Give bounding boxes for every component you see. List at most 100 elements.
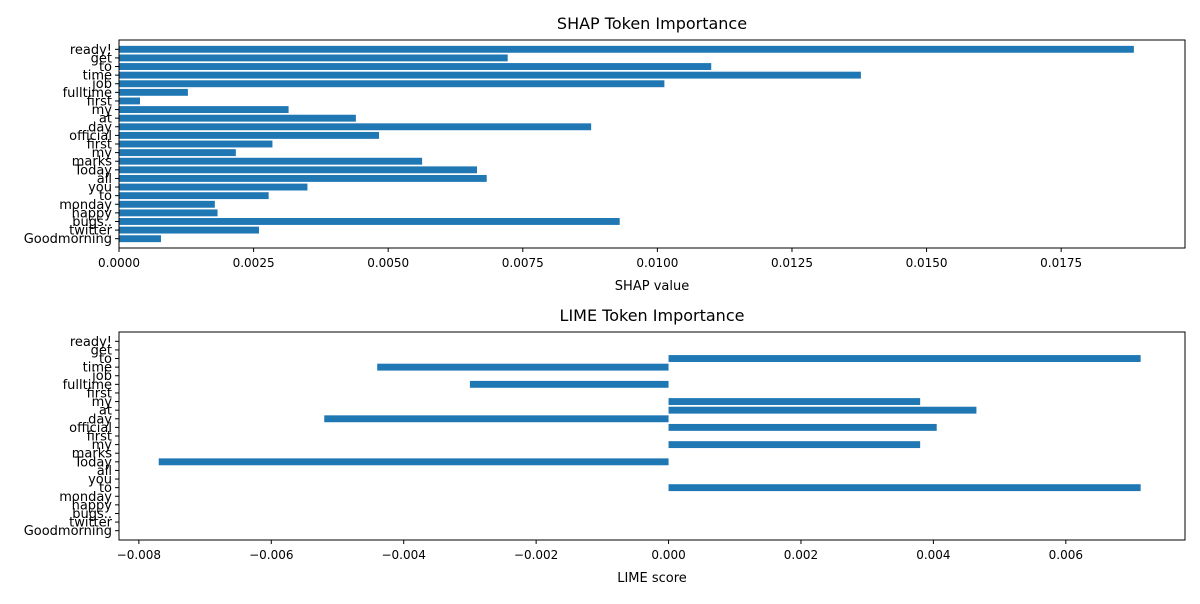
shap-y-tick-label: you	[88, 181, 112, 196]
shap-y-tick-label: day	[88, 120, 112, 135]
shap-x-tick-label: 0.0175	[1040, 256, 1082, 270]
lime-y-tick-label: day	[88, 412, 112, 427]
shap-bar	[119, 106, 289, 114]
shap-bar	[119, 218, 620, 225]
shap-bar	[119, 183, 308, 191]
shap-x-tick-label: 0.0100	[636, 256, 678, 270]
shap-bars	[119, 45, 1134, 243]
lime-x-tick-label: 0.002	[784, 548, 818, 562]
shap-x-tick-label: 0.0025	[233, 256, 275, 270]
lime-y-tick-label: official	[69, 421, 112, 436]
shap-bar	[119, 226, 259, 234]
lime-y-tick-label: Today	[73, 455, 112, 470]
lime-y-tick-label: monday	[59, 490, 112, 505]
shap-bar	[119, 209, 218, 217]
shap-bar	[119, 123, 592, 131]
lime-axes-frame	[118, 331, 1186, 541]
shap-bar	[119, 149, 236, 157]
shap-x-tick-label: 0.0150	[906, 256, 948, 270]
shap-bar	[119, 63, 712, 70]
lime-y-tick-label: you	[88, 473, 112, 488]
lime-bar	[668, 406, 977, 414]
shap-y-tick-label: first	[87, 94, 112, 109]
lime-y-tick-label: to	[99, 481, 112, 496]
lime-y-tick-label: all	[97, 464, 112, 479]
lime-y-tick-label: bugs..	[72, 507, 112, 522]
lime-y-tick-label: Goodmorning	[24, 524, 112, 539]
shap-y-tick-label: monday	[59, 198, 112, 213]
shap-y-tick-label: fulltime	[63, 86, 112, 101]
shap-y-tick-label: Today	[73, 163, 112, 178]
shap-y-tick-label: get	[91, 51, 112, 66]
lime-bars	[158, 355, 1141, 492]
lime-y-tick-label: time	[83, 361, 112, 376]
lime-y-tick-label: my	[92, 438, 113, 453]
lime-y-tick-label: first	[87, 430, 112, 445]
shap-y-tick-label: official	[69, 129, 112, 144]
lime-y-tick-label: to	[99, 352, 112, 367]
shap-bar	[119, 157, 423, 165]
shap-x-tick-label: 0.0125	[771, 256, 813, 270]
shap-y-tick-label: my	[92, 146, 113, 161]
shap-y-tick-label: marks	[72, 155, 113, 170]
shap-bar	[119, 166, 478, 174]
lime-bar	[469, 380, 669, 388]
lime-bar	[158, 458, 669, 466]
lime-x-tick-label: −0.006	[249, 548, 293, 562]
shap-y-tick-label: time	[83, 69, 112, 84]
shap-chart: SHAP Token Importance Goodmorningtwitter…	[24, 14, 1186, 294]
shap-bar	[119, 45, 1134, 53]
lime-chart-title: LIME Token Importance	[560, 306, 745, 325]
lime-y-tick-label: ready!	[70, 335, 112, 350]
shap-bar	[119, 80, 665, 88]
shap-y-tick-label: at	[99, 112, 112, 127]
shap-bar	[119, 140, 273, 148]
lime-y-tick-labels: Goodmorningtwitterbugs..happymondaytoyou…	[24, 335, 119, 539]
lime-bar	[324, 415, 669, 423]
lime-bar	[668, 423, 937, 431]
shap-y-tick-label: first	[87, 138, 112, 153]
lime-y-tick-label: first	[87, 386, 112, 401]
shap-y-tick-label: ready!	[70, 43, 112, 58]
shap-chart-title: SHAP Token Importance	[557, 14, 747, 33]
shap-y-tick-labels: Goodmorningtwitterbugs..happymondaytoyou…	[24, 43, 119, 247]
lime-x-tick-label: 0.006	[1049, 548, 1083, 562]
lime-y-tick-label: my	[92, 395, 113, 410]
shap-bar	[119, 235, 161, 243]
lime-x-tick-label: −0.004	[381, 548, 425, 562]
shap-axes-frame	[118, 39, 1186, 249]
shap-bar	[119, 200, 215, 208]
lime-y-tick-label: happy	[72, 498, 113, 513]
shap-x-tick-label: 0.0000	[98, 256, 140, 270]
shap-x-axis-label: SHAP value	[615, 279, 689, 294]
shap-y-tick-label: twitter	[69, 224, 113, 239]
shap-y-tick-label: job	[91, 77, 112, 92]
shap-bar	[119, 97, 140, 105]
shap-y-tick-label: my	[92, 103, 113, 118]
lime-x-tick-label: −0.002	[514, 548, 558, 562]
shap-y-tick-label: Goodmorning	[24, 232, 112, 247]
shap-y-tick-label: to	[99, 60, 112, 75]
shap-bar	[119, 192, 269, 200]
shap-x-tick-label: 0.0075	[502, 256, 544, 270]
shap-bar	[119, 88, 188, 96]
shap-y-tick-label: to	[99, 189, 112, 204]
shap-bar	[119, 54, 508, 62]
lime-y-tick-label: job	[91, 369, 112, 384]
lime-bar	[668, 441, 921, 449]
lime-x-tick-label: 0.000	[651, 548, 685, 562]
lime-y-tick-label: twitter	[69, 516, 113, 531]
shap-y-tick-label: all	[97, 172, 112, 187]
lime-x-tick-label: −0.008	[117, 548, 161, 562]
lime-y-tick-label: marks	[72, 447, 113, 462]
shap-bar	[119, 131, 380, 139]
lime-y-tick-label: fulltime	[63, 378, 112, 393]
shap-x-tick-label: 0.0050	[367, 256, 409, 270]
shap-bar	[119, 114, 356, 122]
lime-bar	[668, 355, 1141, 362]
lime-bar	[668, 484, 1141, 492]
lime-y-tick-label: get	[91, 343, 112, 358]
lime-chart: LIME Token Importance Goodmorningtwitter…	[24, 306, 1186, 586]
